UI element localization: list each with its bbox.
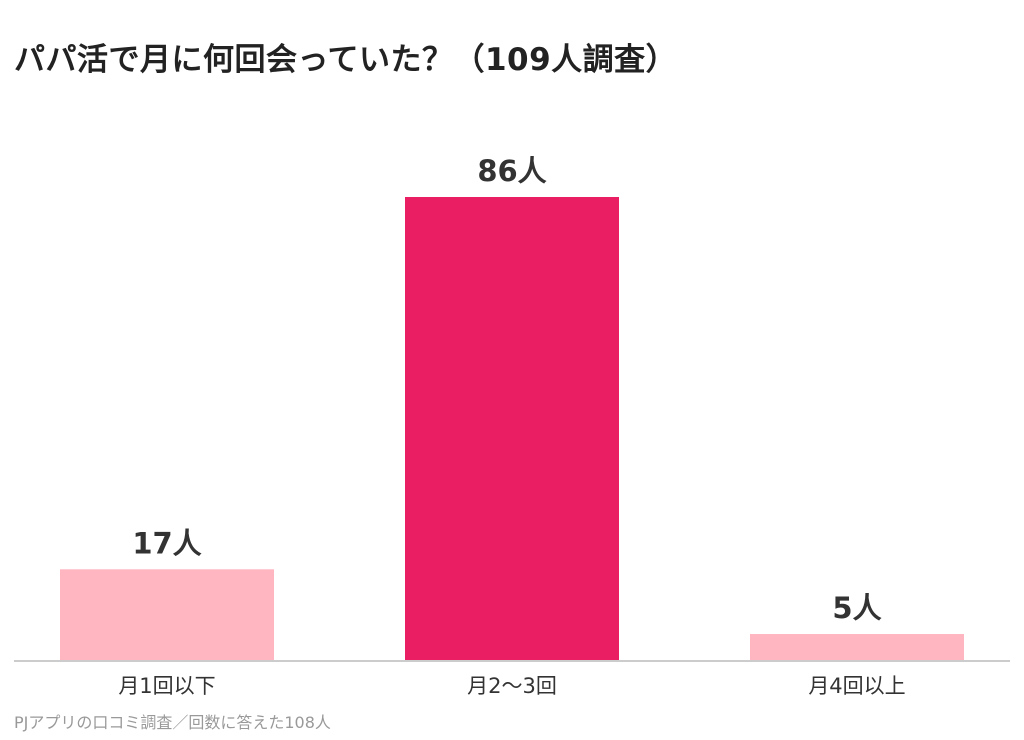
category-label-3: 月4回以上 <box>808 674 905 698</box>
value-label-2: 86人 <box>477 154 546 188</box>
bar-3 <box>750 634 964 661</box>
category-label-1: 月1回以下 <box>118 674 215 698</box>
bar-2 <box>405 197 619 661</box>
chart-title: パパ活で月に何回会っていた？（109人調査） <box>14 42 678 78</box>
bar-group <box>60 197 964 661</box>
source-note: PJアプリの口コミ調査／回数に答えた108人 <box>14 713 331 732</box>
bar-1 <box>60 569 274 661</box>
category-label-2: 月2〜3回 <box>467 674 557 698</box>
value-label-1: 17人 <box>132 526 201 560</box>
value-label-3: 5人 <box>832 591 881 625</box>
